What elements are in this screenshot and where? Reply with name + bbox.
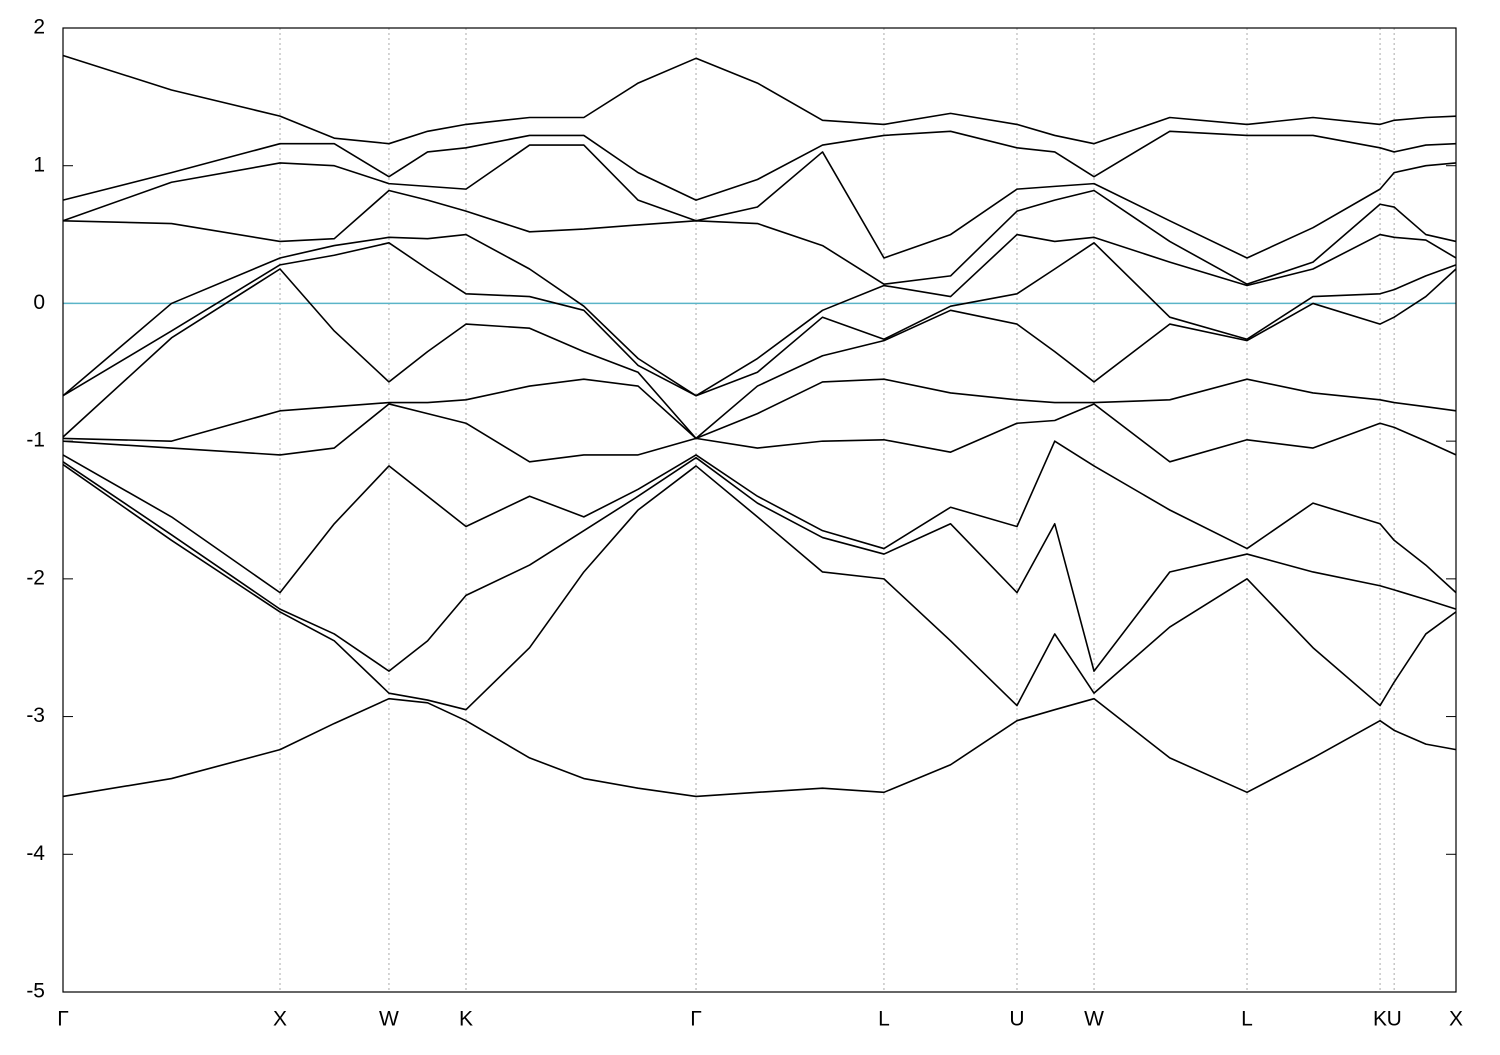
x-tick-label: Γ (690, 1008, 702, 1031)
y-tick-label: 2 (33, 16, 45, 39)
band-line (62, 242, 1457, 397)
x-tick-label: Γ (57, 1008, 69, 1031)
band-line (62, 54, 1457, 145)
y-tick-label: -4 (26, 842, 45, 865)
x-tick-label: X (1449, 1008, 1463, 1031)
band-line (62, 189, 1457, 285)
y-tick-label: -5 (26, 980, 45, 1003)
x-tick-label: U (1387, 1008, 1402, 1031)
y-tick-label: -1 (26, 429, 45, 452)
band-line (62, 403, 1457, 463)
x-tick-label: L (1241, 1008, 1253, 1031)
band-line (62, 130, 1457, 201)
band-line (62, 144, 1457, 259)
x-tick-label: K (1373, 1008, 1387, 1031)
y-tick-label: -2 (26, 566, 45, 589)
x-tick-label: U (1009, 1008, 1024, 1031)
x-tick-label: X (273, 1008, 287, 1031)
x-tick-label: W (1084, 1008, 1104, 1031)
y-tick-label: 0 (33, 291, 45, 314)
x-tick-label: W (379, 1008, 399, 1031)
y-tick-label: -3 (26, 704, 45, 727)
y-tick-label: 1 (33, 153, 45, 176)
band-line (62, 233, 1457, 397)
band-line (62, 440, 1457, 594)
band-line (62, 463, 1457, 711)
plot-frame (62, 27, 1457, 993)
band-line (62, 697, 1457, 798)
band-line (62, 378, 1457, 442)
x-tick-label: K (459, 1008, 473, 1031)
band-line (62, 456, 1457, 672)
band-line (62, 268, 1457, 440)
x-tick-label: L (878, 1008, 890, 1031)
